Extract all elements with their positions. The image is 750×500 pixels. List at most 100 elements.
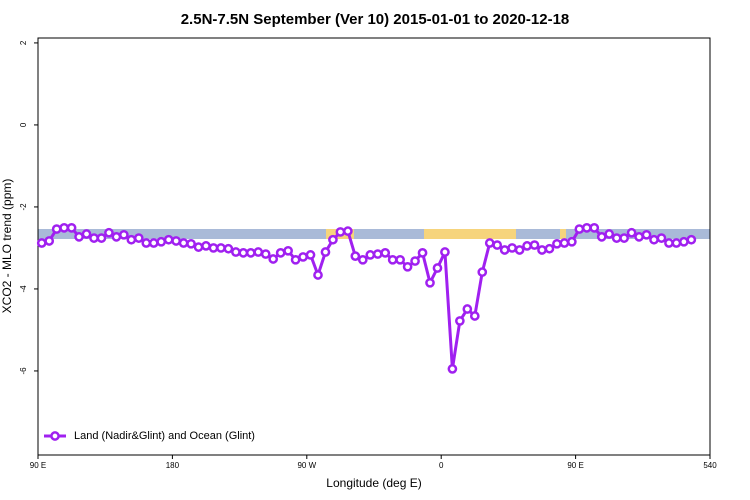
data-point [589, 222, 600, 233]
x-tick-label: 180 [166, 461, 180, 470]
data-point [186, 238, 196, 249]
chart-title: 2.5N-7.5N September (Ver 10) 2015-01-01 … [181, 11, 570, 28]
data-point [462, 304, 473, 314]
data-point [193, 242, 204, 252]
data-point [283, 245, 293, 256]
legend-label: Land (Nadir&Glint) and Ocean (Glint) [74, 430, 255, 442]
data-point [507, 243, 517, 253]
data-point [484, 238, 495, 248]
data-point [66, 222, 77, 233]
data-point [469, 311, 480, 321]
land-band [560, 229, 566, 239]
data-point [604, 229, 615, 239]
data-point [245, 248, 256, 258]
ocean-band [38, 229, 710, 239]
data-point [611, 233, 622, 243]
data-point [275, 248, 286, 258]
data-point [298, 252, 308, 262]
data-point [402, 261, 413, 272]
data-point [387, 254, 398, 265]
data-point [686, 234, 697, 245]
data-point [231, 247, 241, 257]
data-point [417, 248, 428, 258]
data-point [178, 238, 189, 248]
data-point [343, 226, 353, 236]
data-point [335, 227, 346, 237]
data-point [223, 243, 234, 254]
data-point [81, 229, 92, 239]
data-point [253, 247, 264, 257]
y-tick-label: -4 [19, 285, 28, 293]
data-point [313, 270, 323, 280]
data-point [552, 238, 562, 249]
data-point [320, 247, 331, 257]
x-tick-label: 90 E [30, 461, 46, 470]
data-point [208, 243, 219, 253]
data-point [163, 234, 174, 245]
data-point [567, 236, 577, 247]
data-point [111, 232, 122, 242]
data-point [104, 227, 114, 238]
data-point [492, 240, 503, 250]
data-point [171, 236, 181, 246]
data-point [141, 238, 152, 248]
data-point [133, 233, 144, 243]
data-point [148, 238, 159, 248]
x-tick-label: 540 [703, 461, 717, 470]
legend-marker [50, 431, 60, 441]
x-tick-label: 90 E [567, 461, 583, 470]
data-point [619, 233, 629, 243]
data-point [238, 248, 249, 258]
data-point [447, 364, 458, 374]
data-point [96, 233, 107, 243]
data-point [357, 254, 368, 265]
data-point [260, 249, 271, 259]
data-point [626, 227, 637, 238]
y-tick-label: 0 [19, 122, 28, 127]
data-point [126, 234, 137, 245]
data-point [268, 254, 279, 264]
y-tick-label: 2 [19, 40, 28, 45]
plot-frame [37, 37, 711, 456]
data-point [290, 254, 301, 265]
data-point [216, 243, 226, 253]
data-point [365, 250, 376, 260]
data-point [432, 263, 443, 273]
data-point [679, 236, 689, 247]
y-tick-label: -2 [19, 203, 28, 211]
data-point [395, 254, 405, 265]
data-point [522, 241, 532, 251]
data-point [574, 224, 585, 234]
data-point [634, 232, 644, 242]
data-point [372, 249, 383, 259]
data-point [671, 238, 682, 248]
data-point [328, 234, 338, 245]
data-point [664, 238, 674, 248]
data-point [350, 251, 361, 261]
series-line [41, 226, 692, 370]
data-point [119, 229, 129, 240]
data-point [477, 267, 488, 277]
data-point [544, 243, 555, 254]
data-point [36, 238, 47, 248]
data-point [537, 245, 547, 255]
data-point [649, 234, 659, 245]
data-point [410, 256, 420, 266]
x-axis-label: Longitude (deg E) [326, 476, 421, 490]
data-point [455, 316, 465, 326]
data-point [74, 232, 84, 242]
x-tick-label: 90 W [297, 461, 316, 470]
data-point [425, 277, 435, 288]
data-point [51, 224, 62, 234]
data-point [89, 233, 99, 243]
data-point [559, 238, 570, 248]
data-point [44, 236, 55, 246]
data-point [201, 241, 211, 251]
land-band [424, 229, 516, 239]
data-point [641, 229, 652, 240]
y-tick-label: -6 [19, 367, 28, 375]
data-point [380, 248, 391, 258]
data-point [581, 222, 592, 233]
data-point [514, 245, 525, 255]
